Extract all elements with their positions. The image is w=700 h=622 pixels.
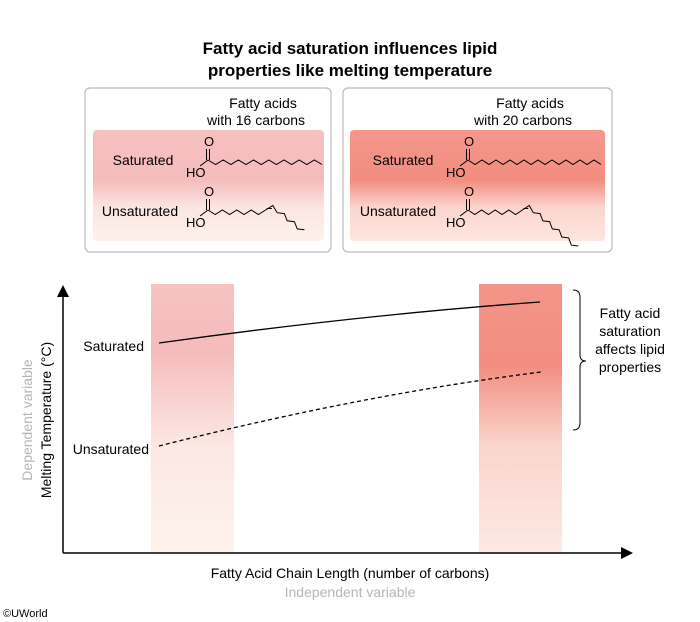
o-label: O [464, 184, 474, 199]
o-label: O [204, 134, 214, 149]
x-axis-label: Fatty Acid Chain Length (number of carbo… [211, 565, 490, 581]
annotation-line: properties [599, 359, 661, 375]
title-line-1: Fatty acid saturation influences lipid [203, 39, 498, 58]
annotation-line: affects lipid [595, 341, 665, 357]
band-20-carbons [479, 284, 562, 553]
ho-label: HO [446, 215, 466, 230]
saturated-label: Saturated [113, 152, 174, 168]
annotation-line: saturation [599, 323, 660, 339]
panel-20-carbons: Fatty acids with 20 carbons Saturated Un… [342, 87, 613, 253]
saturated-molecule-16: HO O [186, 134, 323, 180]
ho-label: HO [186, 215, 206, 230]
x-axis-sublabel: Independent variable [285, 584, 416, 600]
saturated-line [158, 301, 541, 344]
ho-label: HO [186, 165, 206, 180]
unsaturated-molecule-20: HO O [446, 184, 579, 247]
y-axis-label: Melting Temperature (°C) [38, 342, 54, 498]
unsaturated-line [158, 371, 542, 447]
o-label: O [464, 134, 474, 149]
unsaturated-molecule-16: HO O [186, 184, 305, 231]
unsaturated-label: Unsaturated [102, 203, 178, 219]
panel-heading: with 16 carbons [206, 112, 305, 128]
title-line-2: properties like melting temperature [208, 61, 492, 80]
saturated-molecule-20: HO O [446, 134, 602, 180]
y-axis-sublabel: Dependent variable [19, 359, 35, 481]
annotation-line: Fatty acid [600, 305, 661, 321]
panel-heading: Fatty acids [496, 95, 564, 111]
band-16-carbons [151, 284, 234, 553]
panel-16-carbons: Fatty acids with 16 carbons Saturated Un… [84, 87, 332, 253]
ho-label: HO [446, 165, 466, 180]
saturated-line-label: Saturated [83, 338, 144, 354]
unsaturated-line-label: Unsaturated [73, 441, 149, 457]
saturated-label: Saturated [373, 152, 434, 168]
o-label: O [204, 184, 214, 199]
unsaturated-label: Unsaturated [360, 203, 436, 219]
copyright: ©UWorld [3, 608, 48, 620]
panel-heading: with 20 carbons [473, 112, 572, 128]
brace [572, 289, 587, 431]
panel-heading: Fatty acids [229, 95, 297, 111]
